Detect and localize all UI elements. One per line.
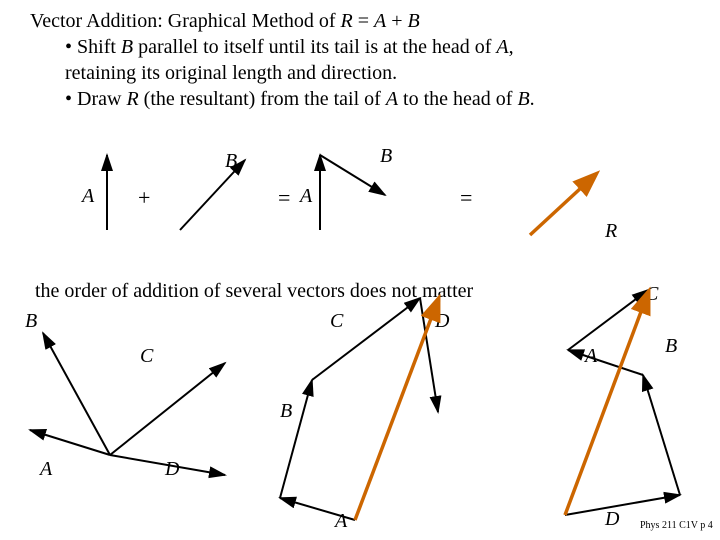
b1B: B xyxy=(121,36,133,58)
title-prefix: Vector Addition: Graphical Method of xyxy=(30,10,341,32)
b3B: B xyxy=(517,88,529,110)
title-B: B xyxy=(408,10,420,32)
plus-op: + xyxy=(138,185,150,211)
title-A: A xyxy=(374,10,386,32)
label-A-1: A xyxy=(82,185,94,208)
b1A: A xyxy=(496,36,508,58)
title: Vector Addition: Graphical Method of R =… xyxy=(30,8,420,34)
eq-op-2: = xyxy=(460,185,472,211)
label-bm-D: D xyxy=(435,310,449,333)
subhead: the order of addition of several vectors… xyxy=(35,278,473,304)
label-B-1: B xyxy=(225,150,237,173)
footer: Phys 211 C1V p 4 xyxy=(640,520,713,531)
label-bm-A: A xyxy=(335,510,347,533)
title-eq: = xyxy=(353,10,374,32)
bullet-2: • Draw R (the resultant) from the tail o… xyxy=(65,86,535,112)
label-br-C: C xyxy=(645,283,658,306)
title-plus: + xyxy=(386,10,407,32)
label-br-B: B xyxy=(665,335,677,358)
b1a: Shift xyxy=(77,36,121,58)
b3A: A xyxy=(386,88,398,110)
bullet-1: • Shift B parallel to itself until its t… xyxy=(65,34,514,60)
title-R: R xyxy=(341,10,353,32)
label-bm-B: B xyxy=(280,400,292,423)
eq-op-1: = xyxy=(278,185,290,211)
bullet-1-line2: retaining its original length and direct… xyxy=(65,60,397,86)
b1c: , xyxy=(509,36,514,58)
label-bl-B: B xyxy=(25,310,37,333)
label-br-A: A xyxy=(585,345,597,368)
b3d: . xyxy=(530,88,535,110)
label-R: R xyxy=(605,220,617,243)
label-A-2: A xyxy=(300,185,312,208)
b3c: to the head of xyxy=(398,88,517,110)
label-bl-A: A xyxy=(40,458,52,481)
label-bl-C: C xyxy=(140,345,153,368)
b3a: Draw xyxy=(77,88,126,110)
label-bm-C: C xyxy=(330,310,343,333)
label-br-D: D xyxy=(605,508,619,531)
label-bl-D: D xyxy=(165,458,179,481)
label-B-2: B xyxy=(380,145,392,168)
b3b: (the resultant) from the tail of xyxy=(139,88,386,110)
b1b: parallel to itself until its tail is at … xyxy=(133,36,496,58)
b3R: R xyxy=(126,88,138,110)
